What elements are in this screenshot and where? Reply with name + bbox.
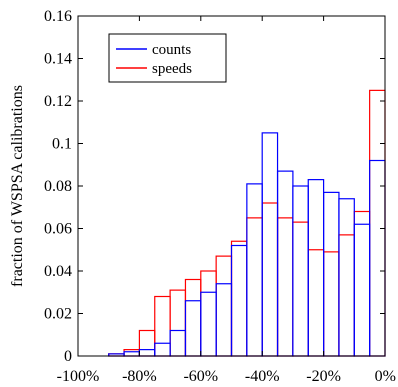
speeds-bar-17: [369, 89, 386, 357]
y-tick-label: 0.16: [44, 8, 72, 25]
counts-bar-8: [230, 244, 248, 357]
y-tick-label: 0.06: [44, 221, 72, 238]
counts-bar-16: [353, 223, 371, 357]
speeds-bar-9: [246, 217, 263, 357]
counts-bar-17: [369, 159, 386, 357]
speeds-bar-4: [169, 289, 187, 357]
x-tick-label: -60%: [183, 368, 218, 385]
speeds-bar-6: [200, 270, 217, 357]
speeds-bar-13: [307, 249, 325, 357]
speeds-bar-8: [230, 240, 248, 357]
counts-bar-9: [246, 183, 263, 357]
counts-bar-15: [338, 198, 355, 357]
counts-bar-13: [307, 179, 325, 357]
speeds-bar-1: [123, 349, 141, 357]
x-tick-label: -40%: [245, 368, 280, 385]
speeds-bar-3: [154, 295, 171, 357]
speeds-bar-11: [276, 217, 294, 357]
counts-bars: [108, 132, 386, 357]
legend-label-speeds: speeds: [152, 61, 192, 77]
counts-bar-11: [276, 170, 294, 357]
counts-bar-4: [169, 329, 187, 357]
legend-label-counts: counts: [152, 42, 191, 58]
counts-bar-6: [200, 291, 217, 357]
speeds-bar-7: [215, 255, 233, 357]
legend: counts speeds: [108, 33, 227, 83]
counts-bar-10: [261, 132, 279, 357]
x-tick-label: -80%: [122, 368, 157, 385]
speeds-bar-16: [353, 210, 371, 357]
speeds-bar-2: [138, 329, 156, 357]
x-axis: -100% -80% -60% -40% -20% 0%: [57, 16, 396, 385]
speeds-bar-12: [292, 221, 309, 357]
counts-bar-5: [184, 300, 202, 357]
y-tick-label: 0.02: [44, 306, 72, 323]
x-tick-label: -100%: [57, 368, 100, 385]
y-tick-label: 0: [64, 348, 72, 365]
speeds-bar-10: [261, 202, 279, 357]
speeds-bar-5: [184, 278, 202, 357]
counts-bar-2: [138, 349, 156, 357]
counts-bar-1: [123, 351, 141, 357]
y-tick-label: 0.1: [52, 136, 72, 153]
x-tick-label: 0%: [375, 368, 396, 385]
counts-bar-3: [154, 342, 171, 357]
speeds-bar-15: [338, 234, 355, 357]
legend-box: [108, 33, 227, 83]
y-tick-label: 0.12: [44, 93, 72, 110]
y-tick-label: 0.04: [44, 263, 72, 280]
y-tick-label: 0.14: [44, 51, 72, 68]
y-axis: 0 0.02 0.04 0.06 0.08 0.1 0.12 0.14 0.16: [44, 8, 385, 365]
x-tick-label: -20%: [306, 368, 341, 385]
speeds-bar-14: [323, 251, 340, 357]
counts-bar-12: [292, 185, 309, 357]
y-axis-label: fraction of WSPSA calibrations: [9, 85, 26, 287]
counts-bar-7: [215, 283, 233, 357]
y-tick-label: 0.08: [44, 178, 72, 195]
counts-bar-14: [323, 191, 340, 357]
